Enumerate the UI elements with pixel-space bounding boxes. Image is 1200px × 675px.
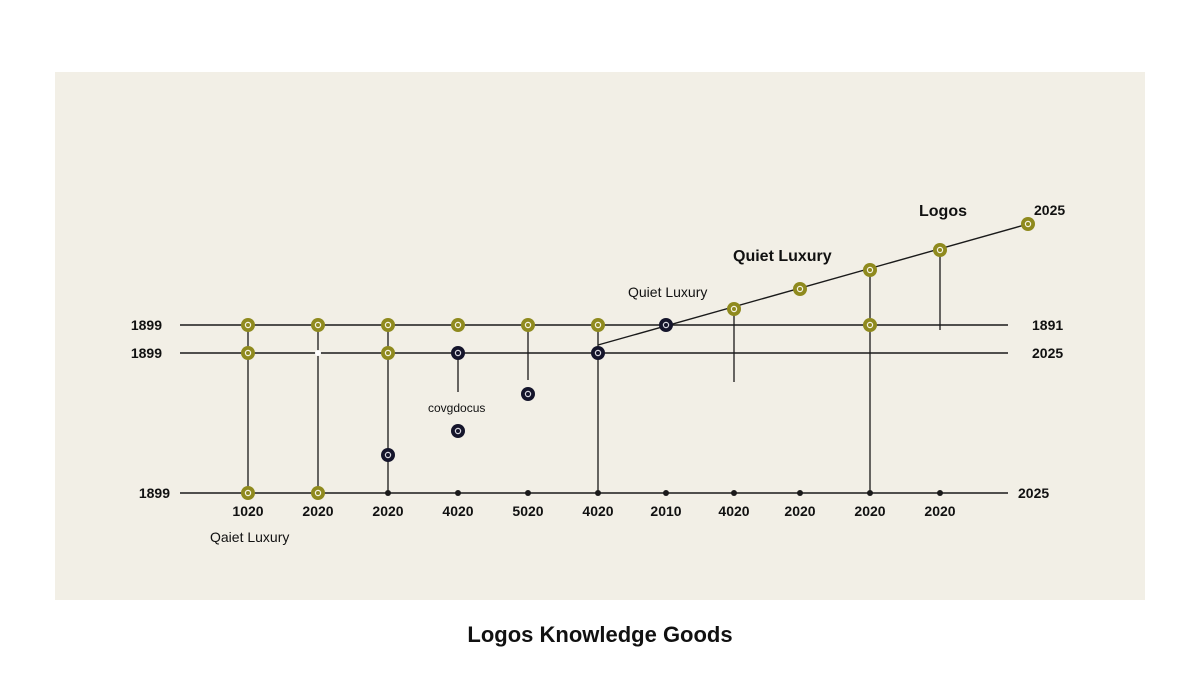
olive-node	[793, 282, 807, 296]
olive-node	[381, 346, 395, 360]
dark-node	[451, 424, 465, 438]
row-axis-right-label: 2025	[1018, 485, 1049, 501]
axis-dot	[385, 490, 391, 496]
olive-node	[241, 346, 255, 360]
diagram-caption: Logos Knowledge Goods	[467, 622, 733, 647]
annotation-quiet-luxury-mid: Quiet Luxury	[628, 284, 707, 300]
annotation-logos: Logos	[919, 203, 967, 220]
olive-node	[311, 318, 325, 332]
axis-dot	[525, 490, 531, 496]
dark-node	[451, 346, 465, 360]
olive-node	[311, 486, 325, 500]
axis-tick-label: 2020	[924, 503, 955, 519]
annotation-end-year: 2025	[1034, 202, 1065, 218]
axis-dot	[455, 490, 461, 496]
olive-node	[241, 318, 255, 332]
dark-node	[381, 448, 395, 462]
axis-dot	[595, 490, 601, 496]
olive-node	[933, 243, 947, 257]
olive-node	[1021, 217, 1035, 231]
olive-node	[521, 318, 535, 332]
row-top-left-label: 1899	[131, 317, 162, 333]
row-mid-left-label: 1899	[131, 345, 162, 361]
olive-node	[727, 302, 741, 316]
axis-dot	[663, 490, 669, 496]
olive-node	[591, 318, 605, 332]
axis-tick-label: 2020	[302, 503, 333, 519]
axis-dot	[797, 490, 803, 496]
annotation-quiet-luxury-bottom: Qaiet Luxury	[210, 529, 289, 545]
axis-tick-label: 2020	[784, 503, 815, 519]
axis-dot	[867, 490, 873, 496]
olive-node	[863, 318, 877, 332]
axis-tick-label: 4020	[582, 503, 613, 519]
white-dot	[315, 350, 321, 356]
axis-tick-label: 4020	[718, 503, 749, 519]
dark-node	[591, 346, 605, 360]
axis-tick-label: 2020	[372, 503, 403, 519]
axis-dot	[731, 490, 737, 496]
axis-tick-label: 2020	[854, 503, 885, 519]
diagram-panel	[55, 72, 1145, 600]
olive-node	[241, 486, 255, 500]
row-axis-left-label: 1899	[139, 485, 170, 501]
axis-tick-label: 4020	[442, 503, 473, 519]
axis-dot	[937, 490, 943, 496]
annotation-corpdocus: covgdocus	[428, 401, 485, 415]
olive-node	[863, 263, 877, 277]
annotation-quiet-luxury-upper: Quiet Luxury	[733, 248, 832, 265]
olive-node	[451, 318, 465, 332]
row-top-right-label: 1891	[1032, 317, 1063, 333]
axis-tick-label: 2010	[650, 503, 681, 519]
olive-node	[381, 318, 395, 332]
axis-tick-label: 5020	[512, 503, 543, 519]
dark-node	[521, 387, 535, 401]
dark-node	[659, 318, 673, 332]
axis-tick-label: 1020	[232, 503, 263, 519]
row-mid-right-label: 2025	[1032, 345, 1063, 361]
